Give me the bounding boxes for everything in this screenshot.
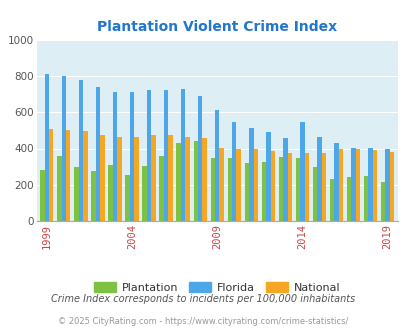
Bar [130,92,134,221]
Bar [261,162,265,221]
Bar [164,90,168,221]
Bar [249,128,253,221]
Bar [227,158,232,221]
Bar [210,158,215,221]
Bar [304,153,308,221]
Bar [193,141,198,221]
Bar [236,148,240,221]
Bar [57,156,62,221]
Bar [338,149,342,221]
Bar [215,110,219,221]
Bar [321,153,325,221]
Bar [350,148,355,221]
Bar [185,137,189,221]
Bar [91,171,96,221]
Bar [45,74,49,221]
Bar [181,89,185,221]
Bar [299,122,304,221]
Bar [66,130,70,221]
Bar [253,149,257,221]
Bar [49,129,53,221]
Bar [151,135,155,221]
Bar [363,176,367,221]
Bar [147,90,151,221]
Bar [380,182,384,221]
Bar [244,163,249,221]
Bar [117,137,121,221]
Bar [176,143,181,221]
Bar [329,180,333,221]
Bar [372,150,376,221]
Bar [113,92,117,221]
Text: Crime Index corresponds to incidents per 100,000 inhabitants: Crime Index corresponds to incidents per… [51,294,354,304]
Bar [295,158,299,221]
Bar [270,151,274,221]
Bar [384,149,389,221]
Bar [333,143,338,221]
Bar [367,148,372,221]
Bar [312,167,316,221]
Bar [159,156,164,221]
Bar [62,76,66,221]
Text: © 2025 CityRating.com - https://www.cityrating.com/crime-statistics/: © 2025 CityRating.com - https://www.city… [58,317,347,326]
Bar [282,138,287,221]
Bar [142,166,147,221]
Bar [265,132,270,221]
Bar [287,153,291,221]
Legend: Plantation, Florida, National: Plantation, Florida, National [89,278,344,297]
Bar [79,80,83,221]
Bar [198,96,202,221]
Bar [278,157,282,221]
Bar [40,170,45,221]
Bar [168,135,172,221]
Bar [74,167,79,221]
Bar [96,87,100,221]
Bar [389,152,393,221]
Bar [219,148,223,221]
Bar [134,137,138,221]
Bar [232,122,236,221]
Bar [355,148,359,221]
Bar [108,165,113,221]
Bar [125,175,130,221]
Title: Plantation Violent Crime Index: Plantation Violent Crime Index [97,20,337,34]
Bar [100,135,104,221]
Bar [316,137,321,221]
Bar [83,131,87,221]
Bar [346,177,350,221]
Bar [202,138,206,221]
